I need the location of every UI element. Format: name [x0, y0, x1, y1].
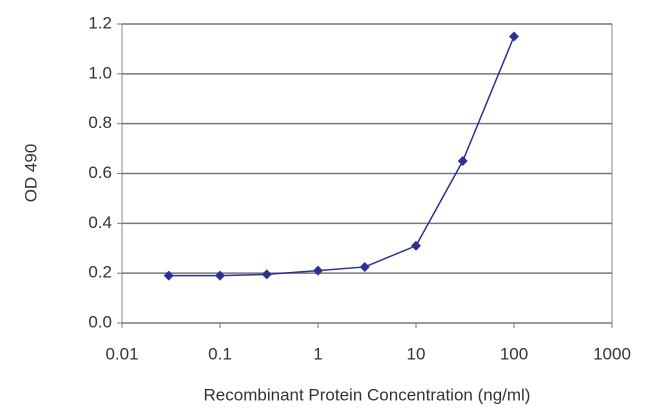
y-tick-label: 0.8: [88, 113, 112, 132]
data-point: [411, 240, 421, 251]
data-point: [163, 270, 174, 281]
x-axis-label: Recombinant Protein Concentration (ng/ml…: [204, 385, 531, 404]
y-tick-label: 0.4: [88, 213, 112, 232]
x-tick-label: 1000: [593, 344, 631, 363]
y-axis-label: OD 490: [21, 144, 40, 203]
data-point: [313, 265, 323, 276]
x-tick-label: 10: [407, 344, 426, 363]
x-tick-label: 0.1: [208, 344, 232, 363]
x-tick-label: 1: [313, 344, 322, 363]
x-tick-label: 0.01: [105, 344, 138, 363]
x-tick-label: 100: [500, 344, 528, 363]
y-tick-label: 1.0: [88, 63, 112, 82]
data-point: [359, 261, 370, 272]
y-tick-label: 1.2: [88, 13, 112, 32]
data-point: [457, 156, 468, 167]
y-tick-label: 0.0: [88, 312, 112, 331]
y-tick-label: 0.2: [88, 263, 112, 282]
series-line: [168, 36, 515, 277]
data-point: [215, 270, 225, 281]
y-tick-label: 0.6: [88, 163, 112, 182]
data-point: [509, 31, 519, 42]
data-point: [261, 269, 272, 280]
